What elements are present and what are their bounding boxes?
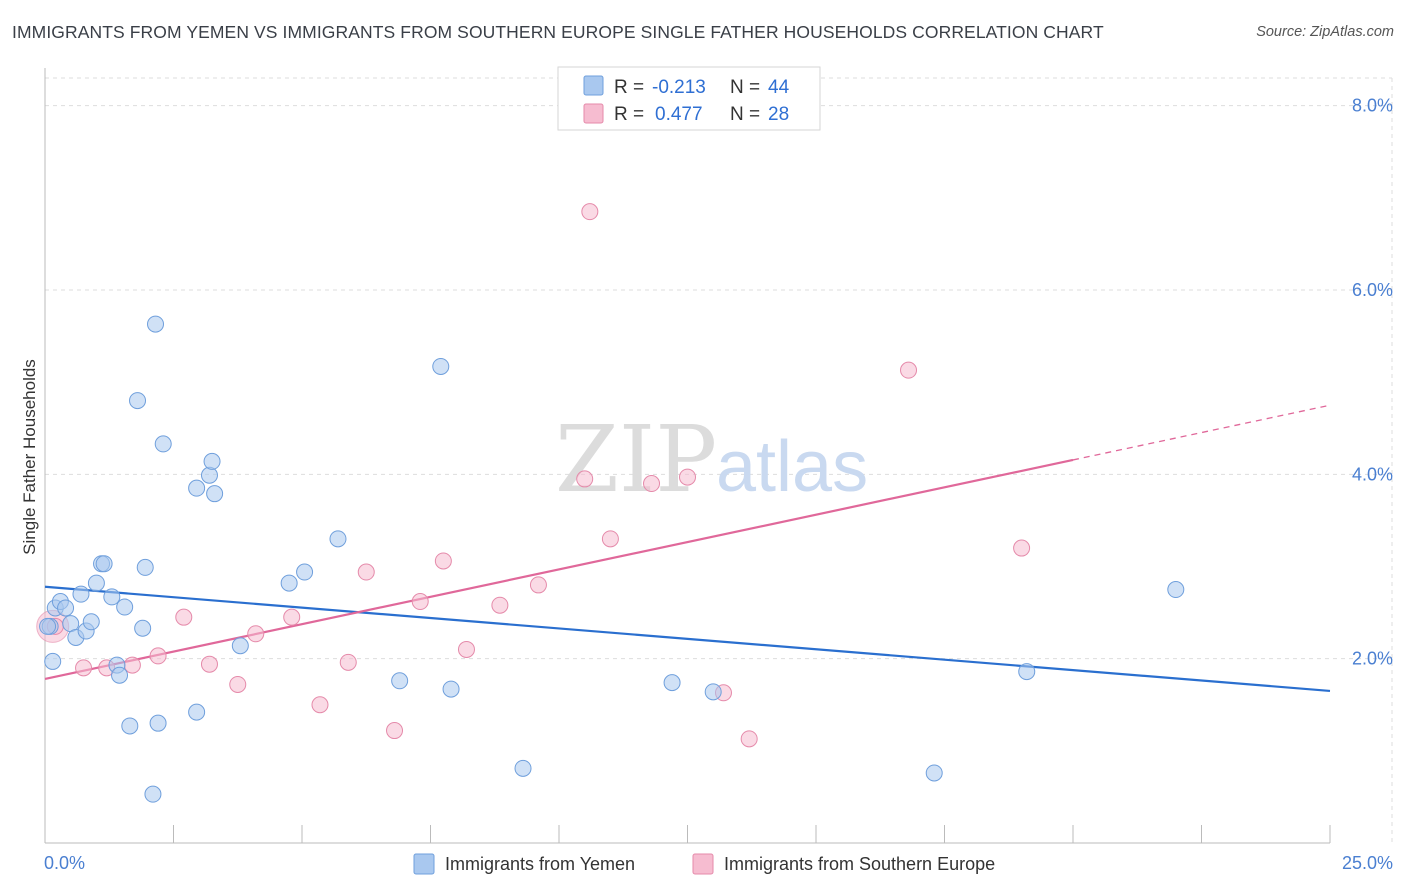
- legend-r-yemen: -0.213: [652, 77, 706, 98]
- point-seu-25: [740, 730, 758, 748]
- point-seu-7: [229, 675, 247, 693]
- watermark: ZIP atlas: [555, 406, 868, 513]
- series-legend-seu: Immigrants from Southern Europe: [724, 854, 995, 874]
- series-legend-swatch-seu: [692, 853, 714, 875]
- point-seu-4: [149, 647, 167, 665]
- point-yemen-9: [82, 613, 100, 631]
- source-label: Source: ZipAtlas.com: [1256, 24, 1394, 40]
- point-seu-6: [200, 655, 218, 673]
- legend-n-yemen: 44: [768, 77, 790, 98]
- point-yemen-18: [129, 392, 147, 410]
- point-yemen-28: [203, 452, 221, 470]
- point-seu-8: [247, 625, 265, 643]
- point-yemen-13: [103, 588, 121, 606]
- point-seu-22: [643, 475, 661, 493]
- point-seu-3: [123, 656, 141, 674]
- point-yemen-29: [206, 485, 224, 503]
- legend-n-label: N =: [730, 77, 760, 98]
- point-seu-17: [491, 596, 509, 614]
- point-seu-15: [434, 552, 452, 570]
- point-yemen-38: [663, 674, 681, 692]
- watermark-zip: ZIP: [555, 406, 717, 513]
- trendline-yemen: [44, 585, 1331, 693]
- point-yemen-34: [391, 672, 409, 690]
- point-seu-20: [581, 203, 599, 221]
- legend-n-label-2: N =: [730, 104, 760, 125]
- point-yemen-4: [57, 599, 75, 617]
- point-seu-14: [411, 593, 429, 611]
- point-yemen-27: [200, 466, 218, 484]
- x-tick-labels: 0.0% 25.0%: [44, 853, 1393, 873]
- point-seu-9: [283, 608, 301, 626]
- series-legend-yemen: Immigrants from Yemen: [445, 854, 635, 874]
- y-tick-label-0: 2.0%: [1352, 649, 1393, 669]
- x-tick-label-1: 25.0%: [1342, 853, 1393, 873]
- point-seu-1: [75, 659, 93, 677]
- point-yemen-20: [136, 558, 154, 576]
- point-yemen-7: [72, 585, 90, 603]
- legend-r-label: R =: [614, 77, 644, 98]
- point-yemen-39: [704, 683, 722, 701]
- point-yemen-40: [925, 764, 943, 782]
- point-yemen-22: [147, 315, 165, 333]
- point-yemen-31: [280, 574, 298, 592]
- x-tick-label-0: 0.0%: [44, 853, 85, 873]
- y-tick-label-1: 4.0%: [1352, 464, 1393, 484]
- point-yemen-37: [514, 759, 532, 777]
- series-legend: Immigrants from Yemen Immigrants from So…: [413, 853, 995, 875]
- point-seu-16: [457, 640, 475, 658]
- point-yemen-33: [329, 530, 347, 548]
- point-yemen-15: [111, 666, 129, 684]
- point-yemen-24: [154, 435, 172, 453]
- point-seu-26: [900, 361, 918, 379]
- trendline-seu-dashed: [1072, 404, 1331, 461]
- legend-r-label-2: R =: [614, 104, 644, 125]
- point-yemen-12: [95, 555, 113, 573]
- point-yemen-23: [149, 714, 167, 732]
- watermark-atlas: atlas: [716, 427, 868, 507]
- point-seu-27: [1013, 539, 1031, 557]
- point-yemen-30: [231, 637, 249, 655]
- y-axis-title: Single Father Households: [20, 359, 39, 555]
- correlation-legend: R = -0.213 N = 44 R = 0.477 N = 28: [557, 66, 821, 131]
- axes: [44, 68, 1331, 844]
- trendline-seu: [44, 458, 1074, 681]
- point-seu-12: [357, 563, 375, 581]
- point-seu-18: [529, 576, 547, 594]
- point-seu-11: [339, 653, 357, 671]
- point-yemen-43: [39, 617, 57, 635]
- series-legend-swatch-yemen: [413, 853, 435, 875]
- y-tick-labels: 2.0% 4.0% 6.0% 8.0%: [1352, 96, 1393, 669]
- point-yemen-21: [144, 785, 162, 803]
- point-yemen-16: [116, 598, 134, 616]
- point-seu-19: [576, 470, 594, 488]
- point-yemen-35: [432, 357, 450, 375]
- trendlines: [44, 404, 1331, 693]
- legend-swatch-yemen: [583, 75, 604, 96]
- point-seu-23: [679, 468, 696, 486]
- point-yemen-41: [1018, 663, 1036, 681]
- legend-r-seu: 0.477: [655, 104, 703, 125]
- point-yemen-36: [442, 680, 460, 698]
- point-yemen-1: [44, 652, 62, 670]
- chart-title: IMMIGRANTS FROM YEMEN VS IMMIGRANTS FROM…: [12, 22, 1104, 42]
- legend-swatch-seu: [583, 103, 604, 124]
- point-seu-5: [175, 608, 193, 626]
- y-tick-label-3: 8.0%: [1352, 96, 1393, 116]
- legend-n-seu: 28: [768, 104, 789, 125]
- point-yemen-19: [134, 619, 152, 637]
- y-tick-label-2: 6.0%: [1352, 280, 1393, 300]
- point-seu-10: [311, 696, 329, 714]
- point-yemen-42: [1167, 581, 1185, 599]
- point-seu-13: [386, 722, 404, 740]
- point-yemen-25: [188, 703, 206, 721]
- point-yemen-32: [296, 563, 314, 581]
- point-yemen-17: [121, 717, 139, 735]
- point-yemen-26: [188, 479, 206, 497]
- point-yemen-10: [87, 574, 105, 592]
- data-points: [36, 203, 1185, 803]
- point-seu-21: [601, 530, 619, 548]
